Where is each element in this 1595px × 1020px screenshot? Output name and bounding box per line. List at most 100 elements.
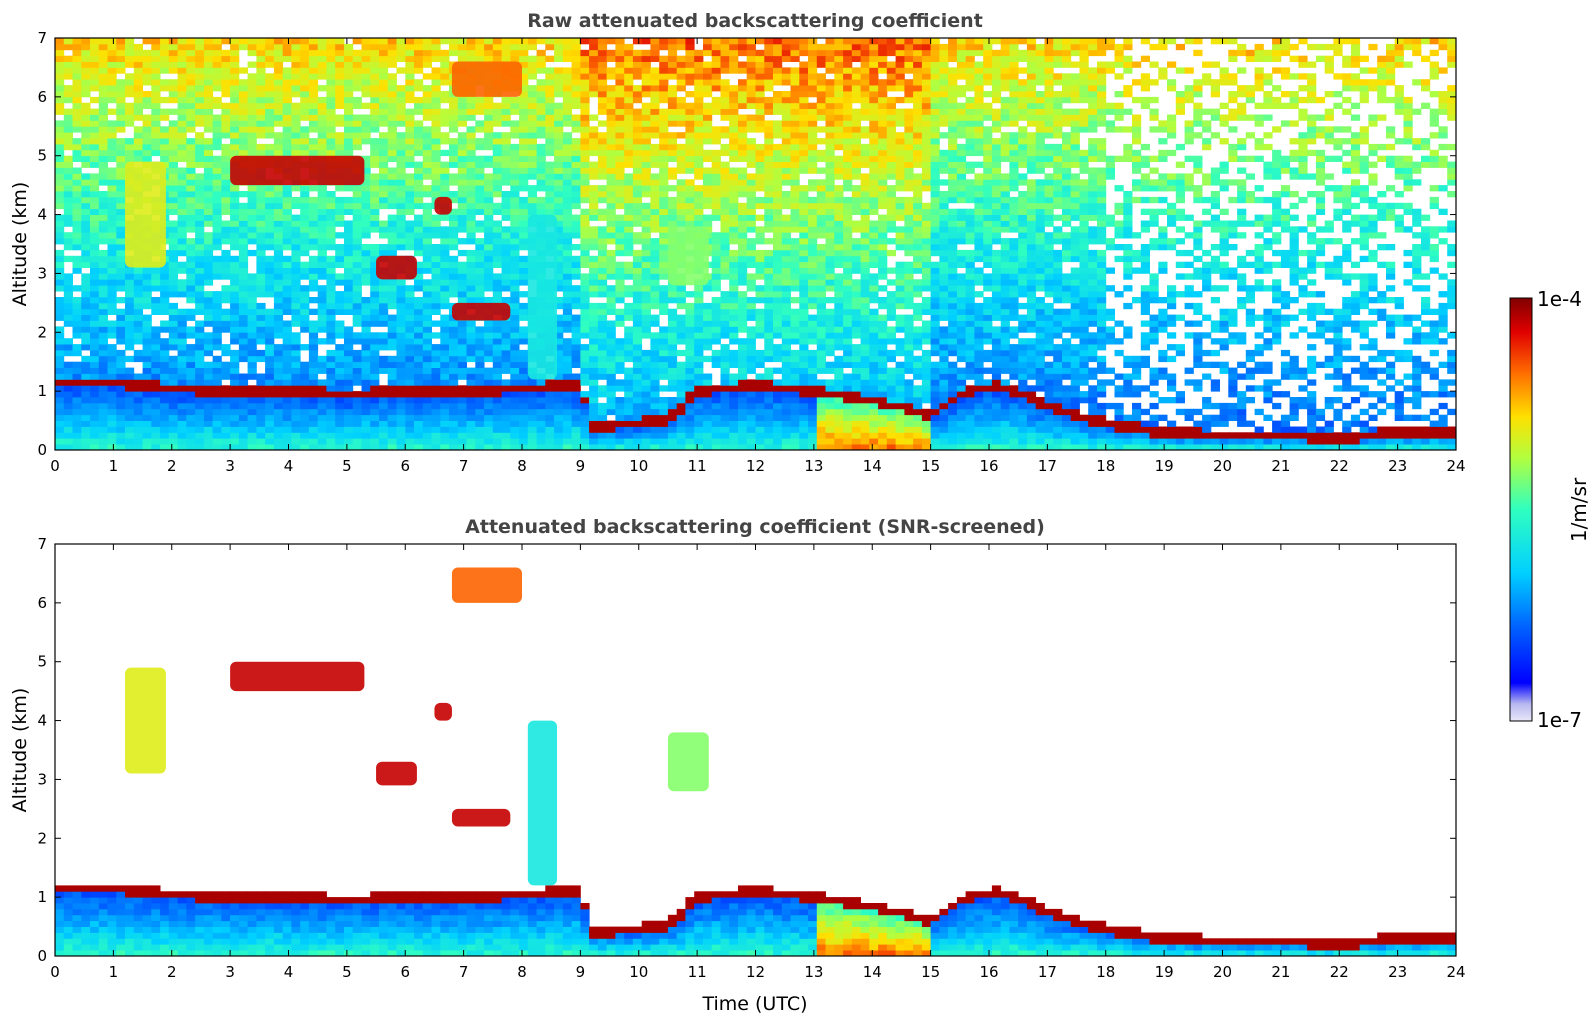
heatmap-cell <box>247 143 257 151</box>
heatmap-cell <box>142 420 152 427</box>
heatmap-cell <box>720 326 730 333</box>
heatmap-cell <box>597 43 608 51</box>
heatmap-cell <box>422 414 432 421</box>
heatmap-cell <box>256 102 266 109</box>
heatmap-cell <box>177 85 187 92</box>
heatmap-cell <box>133 43 143 51</box>
heatmap-cell <box>177 43 187 51</box>
heatmap-cell <box>703 149 713 157</box>
heatmap-cell <box>344 332 354 339</box>
heatmap-cell <box>317 273 327 280</box>
heatmap-cell <box>738 397 748 404</box>
heatmap-cell <box>379 179 389 186</box>
heatmap-cell <box>501 244 511 251</box>
heatmap-cell <box>650 320 660 327</box>
heatmap-cell <box>667 373 678 380</box>
heatmap-cell <box>203 55 214 62</box>
heatmap-cell <box>641 414 651 421</box>
heatmap-cell <box>685 397 695 404</box>
heatmap-cell <box>81 238 91 245</box>
heatmap-cell <box>160 155 170 162</box>
heatmap-cell <box>317 96 327 104</box>
heatmap-cell <box>414 444 424 450</box>
heatmap-cell <box>256 326 266 333</box>
heatmap-cell <box>414 349 424 357</box>
heatmap-cell <box>168 43 178 51</box>
heatmap-cell <box>554 73 564 80</box>
heatmap-cell <box>265 55 275 62</box>
heatmap-cell <box>273 102 284 109</box>
heatmap-cell <box>457 208 467 215</box>
heatmap-cell <box>238 132 249 139</box>
heatmap-cell <box>685 444 695 450</box>
heatmap-cell <box>606 432 616 439</box>
heatmap-cell <box>352 85 362 92</box>
heatmap-cell <box>370 244 380 251</box>
heatmap-cell <box>431 132 441 139</box>
heatmap-cell <box>606 320 616 327</box>
heatmap-cell <box>361 273 371 280</box>
heatmap-cell <box>650 261 660 268</box>
heatmap-cell <box>379 155 389 162</box>
heatmap-cell <box>475 126 485 133</box>
heatmap-cell <box>72 167 82 174</box>
heatmap-cell <box>431 138 441 145</box>
heatmap-cell <box>545 408 555 416</box>
heatmap-cell <box>344 85 354 92</box>
heatmap-cell <box>212 67 222 74</box>
heatmap-cell <box>370 67 380 74</box>
heatmap-cell <box>370 108 380 115</box>
heatmap-cell <box>606 285 616 292</box>
heatmap-cell <box>449 238 459 245</box>
heatmap-cell <box>729 179 739 186</box>
heatmap-cell <box>475 438 485 445</box>
heatmap-cell <box>641 149 651 157</box>
heatmap-cell <box>711 261 721 268</box>
heatmap-cell <box>186 238 196 245</box>
heatmap-cell <box>203 161 214 168</box>
heatmap-cell <box>720 126 730 133</box>
heatmap-cell <box>256 108 266 115</box>
heatmap-cell <box>177 108 187 115</box>
heatmap-cell <box>440 173 450 180</box>
heatmap-cell <box>107 91 117 98</box>
heatmap-cell <box>203 267 214 274</box>
heatmap-cell <box>352 308 362 315</box>
heatmap-cell <box>501 173 511 180</box>
heatmap-cell <box>273 408 284 416</box>
heatmap-cell <box>160 397 170 404</box>
heatmap-cell <box>265 185 275 192</box>
heatmap-cell <box>729 214 739 221</box>
heatmap-cell <box>55 285 65 292</box>
heatmap-cell <box>606 302 616 310</box>
heatmap-cell <box>308 326 319 333</box>
heatmap-cell <box>238 379 249 386</box>
heatmap-cell <box>282 238 292 245</box>
heatmap-cell <box>107 308 117 315</box>
heatmap-cell <box>133 426 143 433</box>
heatmap-cell <box>632 108 643 115</box>
heatmap-cell <box>659 61 669 68</box>
heatmap-cell <box>90 132 100 139</box>
heatmap-cell <box>203 432 214 439</box>
heatmap-cell <box>694 208 704 215</box>
heatmap-cell <box>738 402 748 410</box>
heatmap-cell <box>650 432 660 439</box>
heatmap-cell <box>431 361 441 368</box>
heatmap-cell <box>606 344 616 351</box>
heatmap-cell <box>440 226 450 233</box>
heatmap-cell <box>308 373 319 380</box>
heatmap-cell <box>624 208 634 215</box>
heatmap-cell <box>361 155 371 162</box>
heatmap-cell <box>317 43 327 51</box>
heatmap-cell <box>107 191 117 198</box>
heatmap-cell <box>396 391 406 398</box>
heatmap-cell <box>422 291 432 298</box>
heatmap-cell <box>440 214 450 221</box>
heatmap-cell <box>230 61 240 68</box>
heatmap-cell <box>186 385 196 392</box>
heatmap-cell <box>387 332 397 339</box>
heatmap-cell <box>379 402 389 410</box>
heatmap-cell <box>282 261 292 268</box>
heatmap-cell <box>650 420 660 427</box>
